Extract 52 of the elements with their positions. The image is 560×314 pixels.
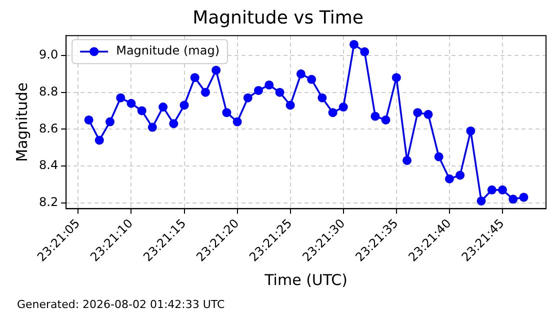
point <box>519 192 528 202</box>
point <box>180 100 189 110</box>
point <box>402 156 412 165</box>
point <box>381 115 390 124</box>
point <box>243 93 252 102</box>
point <box>349 40 358 49</box>
point <box>116 93 126 102</box>
point <box>318 93 327 102</box>
point <box>286 100 295 110</box>
point <box>94 136 104 145</box>
point <box>328 108 338 118</box>
point <box>392 73 401 82</box>
point <box>508 194 518 204</box>
point <box>476 196 486 206</box>
x-axis-title: Time (UTC) <box>264 270 348 289</box>
point <box>434 152 444 162</box>
text: Generated: 2026-08-02 01:42:33 UTC <box>17 298 225 311</box>
point <box>456 170 465 180</box>
point <box>413 108 422 118</box>
point <box>148 122 157 132</box>
point <box>222 108 232 118</box>
point <box>106 117 114 126</box>
point <box>370 112 380 121</box>
y-tick-label: 8.6 <box>38 121 58 136</box>
point <box>254 86 264 95</box>
point <box>424 110 433 119</box>
point <box>466 126 476 136</box>
point <box>444 174 454 184</box>
point <box>487 185 496 194</box>
point <box>264 80 274 90</box>
point <box>360 47 370 56</box>
y-tick-label: 8.2 <box>38 194 58 209</box>
point <box>158 102 168 112</box>
point <box>275 88 284 97</box>
point <box>126 98 136 108</box>
point <box>190 73 200 82</box>
point <box>137 106 146 116</box>
point <box>212 66 221 75</box>
y-tick-label: 9.0 <box>38 48 58 62</box>
point <box>84 115 94 124</box>
y-tick-label: 8.4 <box>38 158 58 172</box>
y-tick-label: 8.8 <box>38 84 58 98</box>
point <box>296 69 306 78</box>
point <box>338 102 348 112</box>
point <box>307 74 316 84</box>
point <box>498 185 508 194</box>
y-axis-title: Magnitude <box>12 82 31 162</box>
chart-title: Magnitude vs Time <box>192 7 364 28</box>
point <box>232 117 242 126</box>
point <box>169 119 178 128</box>
legend-label: Magnitude (mag) <box>116 44 220 58</box>
point <box>200 88 210 97</box>
